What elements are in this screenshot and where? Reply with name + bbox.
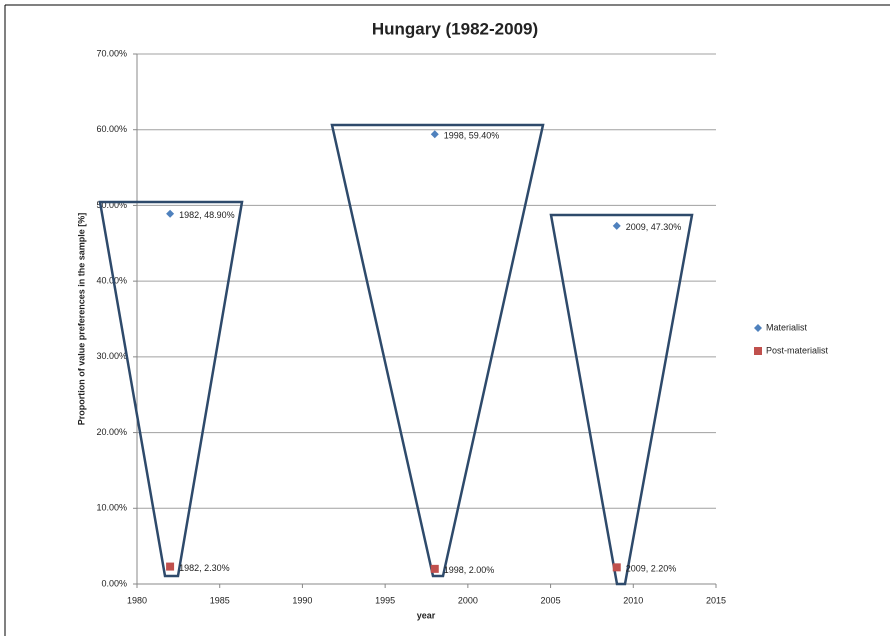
y-tick-label: 70.00% [96, 48, 127, 58]
data-label: 1998, 59.40% [444, 131, 500, 141]
x-tick-label: 2015 [706, 595, 726, 605]
data-label: 1982, 2.30% [179, 563, 230, 573]
legend-marker [754, 324, 762, 332]
point [430, 564, 439, 573]
legend-marker [754, 347, 762, 355]
y-tick-label: 40.00% [96, 276, 127, 286]
x-tick-label: 1985 [210, 595, 230, 605]
funnel-shape [98, 200, 244, 578]
legend-label: Post-materialist [766, 345, 829, 355]
x-tick-label: 2010 [623, 595, 643, 605]
legend-label: Materialist [766, 322, 808, 332]
data-label: 2009, 47.30% [626, 222, 682, 232]
funnel-shape [549, 213, 694, 586]
point [430, 130, 439, 139]
point [166, 209, 175, 218]
point [612, 563, 621, 572]
chart-title: Hungary (1982-2009) [372, 19, 538, 38]
x-tick-label: 1980 [127, 595, 147, 605]
y-tick-label: 50.00% [96, 200, 127, 210]
x-tick-label: 2000 [458, 595, 478, 605]
x-tick-label: 1990 [292, 595, 312, 605]
x-tick-label: 2005 [541, 595, 561, 605]
x-tick-label: 1995 [375, 595, 395, 605]
annotation-shapes [98, 123, 694, 586]
x-axis-title: year [417, 610, 436, 620]
data-label: 2009, 2.20% [626, 564, 677, 574]
y-tick-label: 0.00% [101, 578, 127, 588]
y-tick-label: 20.00% [96, 427, 127, 437]
point [612, 221, 621, 230]
data-label: 1998, 2.00% [444, 565, 495, 575]
y-axis-title: Proportion of value preferences in the s… [76, 213, 86, 426]
funnel-shape [330, 123, 545, 578]
y-tick-label: 10.00% [96, 503, 127, 513]
y-tick-label: 60.00% [96, 124, 127, 134]
y-tick-label: 30.00% [96, 351, 127, 361]
point [166, 562, 175, 571]
data-label: 1982, 48.90% [179, 210, 235, 220]
